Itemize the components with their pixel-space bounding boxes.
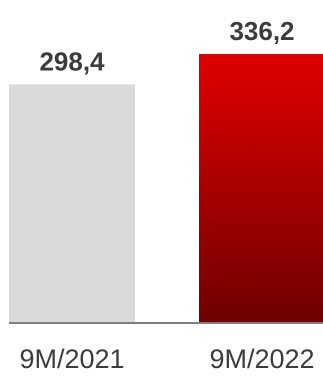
category-label-9M-2022: 9M/2022 xyxy=(209,344,314,374)
bar-9M-2022 xyxy=(199,54,323,323)
value-label-9M-2021: 298,4 xyxy=(39,46,105,76)
category-label-9M-2021: 9M/2021 xyxy=(19,344,124,374)
bar-9M-2021 xyxy=(9,84,135,323)
value-label-9M-2022: 336,2 xyxy=(229,16,294,46)
